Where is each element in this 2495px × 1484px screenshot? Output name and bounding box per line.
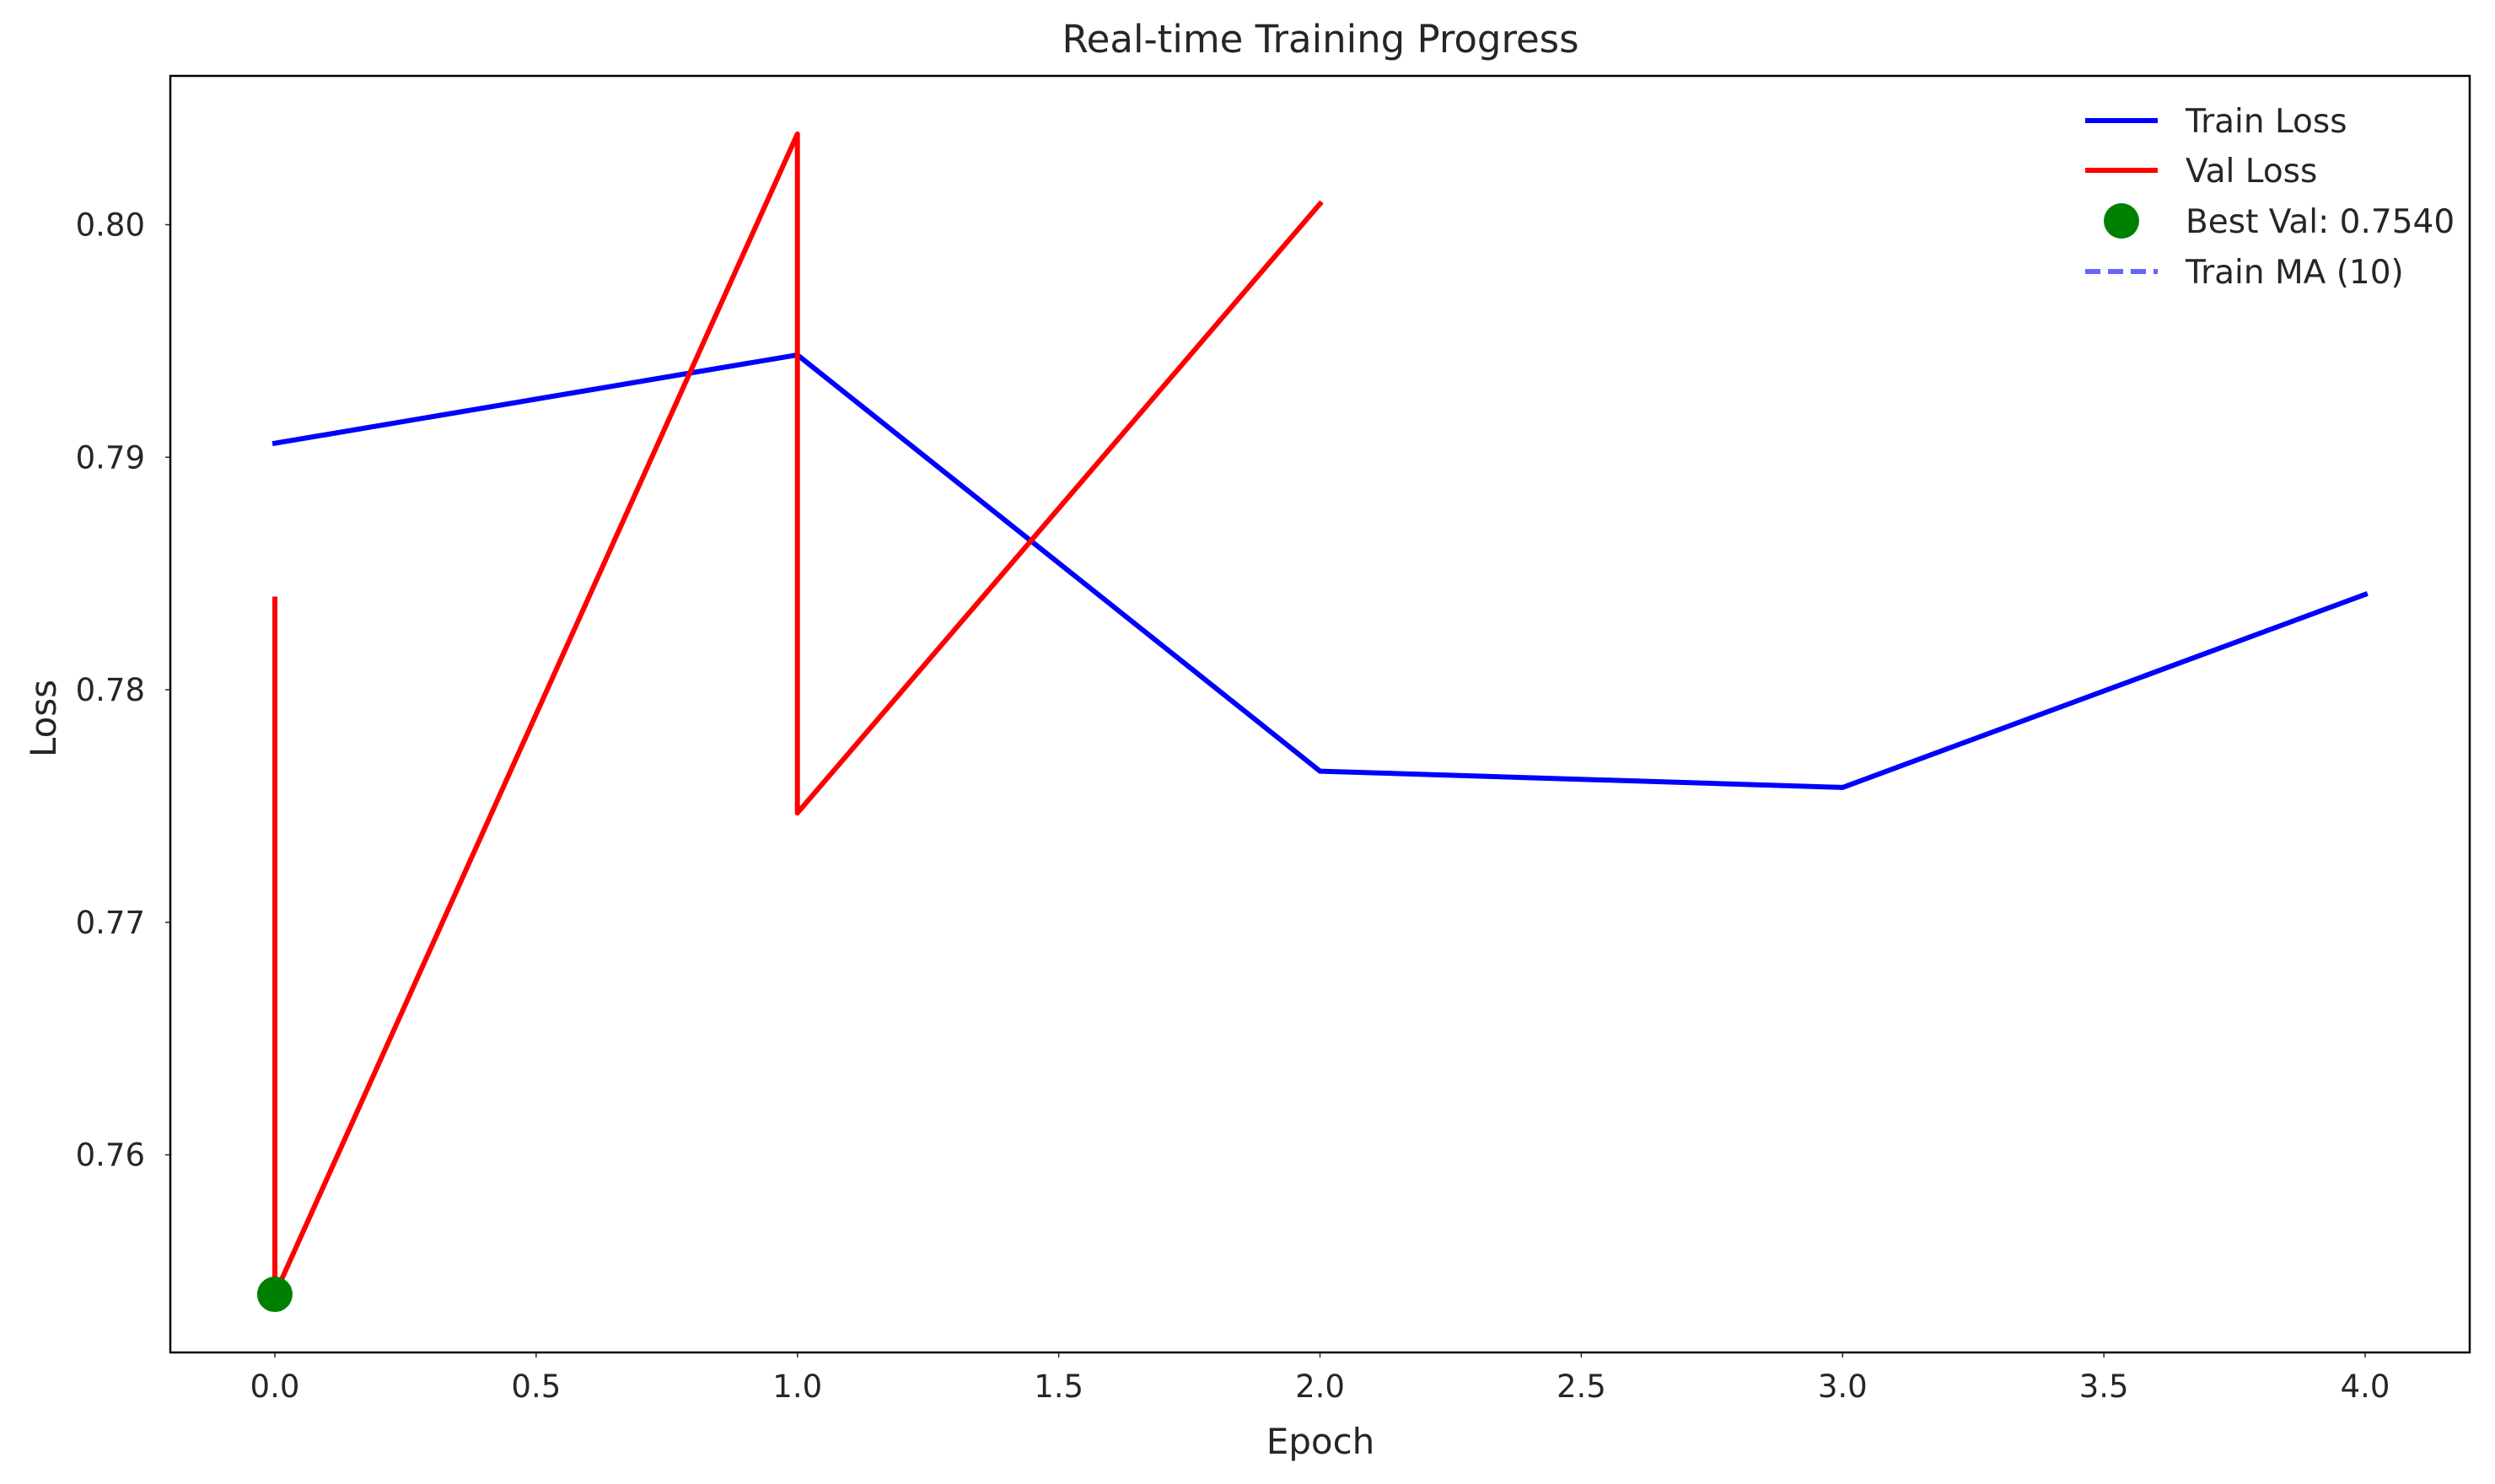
best-val-marker xyxy=(256,1277,293,1313)
legend-swatch-best-val-0-7540 xyxy=(2104,203,2139,239)
y-axis-label: Loss xyxy=(23,680,64,757)
legend: Train Loss Val Loss Best Val: 0.7540 Train … xyxy=(2085,103,2455,292)
x-axis-label: Epoch xyxy=(1266,1421,1375,1462)
x-tick-label: 3.5 xyxy=(2079,1368,2129,1405)
legend-label-best-val-0-7540: Best Val: 0.7540 xyxy=(2186,203,2455,241)
chart-title: Real-time Training Progress xyxy=(1062,17,1578,62)
x-tick-label: 0.5 xyxy=(511,1368,561,1405)
x-tick-label: 2.5 xyxy=(1557,1368,1606,1405)
y-tick-label: 0.76 xyxy=(76,1137,145,1174)
x-tick-label: 0.0 xyxy=(250,1368,300,1405)
train-loss-line xyxy=(272,352,2369,790)
y-tick-label: 0.78 xyxy=(76,672,145,708)
y-tick-label: 0.79 xyxy=(76,439,145,476)
y-tick-label: 0.77 xyxy=(76,905,145,941)
val-loss-line xyxy=(272,131,1324,1298)
x-tick-label: 1.0 xyxy=(772,1368,822,1405)
x-tick-label: 4.0 xyxy=(2341,1368,2390,1405)
legend-label-val-loss: Val Loss xyxy=(2186,153,2317,191)
x-tick-label: 1.5 xyxy=(1034,1368,1083,1405)
legend-label-train-ma-10: Train MA (10) xyxy=(2185,254,2404,292)
y-tick-label: 0.80 xyxy=(76,207,145,243)
plot-area: 0.0 0.5 1.0 1.5 2.0 2.5 3.0 3.5 4.0 0.76 0.77 0.78 0… xyxy=(76,74,2471,1405)
x-tick-label: 2.0 xyxy=(1295,1368,1345,1405)
x-tick-label: 3.0 xyxy=(1818,1368,1868,1405)
legend-label-train-loss: Train Loss xyxy=(2185,103,2347,141)
